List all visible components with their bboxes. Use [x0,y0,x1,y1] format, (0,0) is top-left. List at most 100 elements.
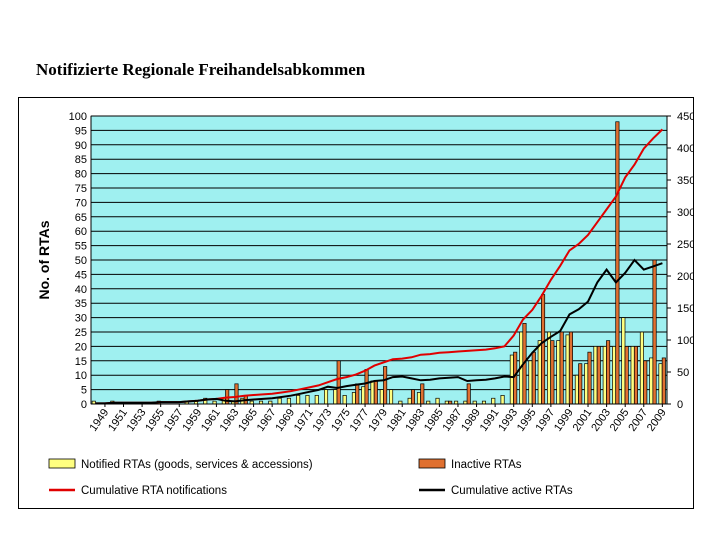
bar [633,346,638,405]
bar [649,357,654,405]
bar [556,340,561,405]
x-tick-label: 1993 [496,407,520,434]
legend-label: Inactive RTAs [451,459,522,471]
y-tick-label: 80 [75,169,87,181]
x-tick-label: 1989 [459,407,483,434]
y2-tick-label: 350 [677,175,693,187]
y-tick-label: 60 [75,226,87,238]
x-tick-label: 2003 [589,407,613,434]
x-tick-label: 1999 [552,407,576,434]
bar [652,259,657,405]
bar [612,346,617,405]
x-tick-label: 1981 [385,407,409,434]
bar [621,317,626,405]
y-tick-label: 15 [75,356,87,368]
bar [565,334,570,405]
legend-swatch [418,458,446,469]
bar [639,331,644,405]
y2-tick-label: 150 [677,303,693,315]
bar [550,340,555,405]
bar [435,397,440,405]
bar [528,360,533,405]
y2-tick-label: 200 [677,271,693,283]
y-tick-label: 25 [75,327,87,339]
bar [593,346,598,405]
y2-tick-label: 50 [677,367,689,379]
bar [407,397,412,405]
y2-tick-label: 0 [677,399,683,411]
bar [658,363,663,405]
y-tick-label: 100 [69,111,87,123]
legend-label: Notified RTAs (goods, services & accessi… [81,459,313,471]
y-tick-label: 20 [75,341,87,353]
x-tick-label: 2009 [645,407,669,434]
bar [324,389,329,405]
x-tick-label: 1961 [199,407,223,434]
x-tick-label: 1957 [162,407,186,434]
y-tick-label: 35 [75,298,87,310]
x-tick-label: 1971 [292,407,316,434]
y-tick-label: 85 [75,154,87,166]
bar [596,346,601,405]
bar [546,331,552,405]
y2-tick-label: 300 [677,207,693,219]
y2-tick-label: 100 [677,335,693,347]
y-tick-label: 10 [75,370,87,382]
bar [379,389,384,405]
x-tick-label: 1975 [329,407,353,434]
x-tick-label: 2007 [626,407,650,434]
x-tick-label: 1991 [478,407,502,434]
bar [541,294,546,405]
slide-title: Notifizierte Regionale Freihandelsabkomm… [36,60,366,79]
legend-swatch [48,458,76,469]
x-tick-label: 1969 [273,407,297,434]
bar [615,121,620,405]
bar [333,389,338,405]
bar [466,383,471,405]
x-tick-label: 1985 [422,407,446,434]
x-tick-label: 1963 [218,407,242,434]
bar [500,395,505,405]
y-tick-label: 90 [75,140,87,152]
y-tick-label: 95 [75,125,87,137]
bar [661,357,666,405]
x-tick-label: 1983 [403,407,427,434]
bar [351,392,356,405]
bar [630,346,635,405]
y-axis-label: No. of RTAs [36,220,52,299]
bar [389,389,394,405]
y-tick-label: 30 [75,313,87,325]
y-tick-label: 0 [81,399,87,411]
x-tick-label: 1949 [88,407,112,434]
bar [373,380,378,405]
legend-label: Cumulative RTA notifications [81,485,227,497]
bar [416,392,421,405]
bar [531,351,536,405]
bar [286,397,291,405]
y-tick-label: 75 [75,183,87,195]
bar [355,383,360,405]
bar [587,351,592,405]
bar [314,395,319,405]
x-tick-label: 1951 [106,407,130,434]
x-tick-label: 1987 [441,407,465,434]
bar [420,383,425,405]
bar [364,369,369,405]
bar [370,380,375,405]
bar [624,346,629,405]
y-tick-label: 50 [75,255,87,267]
bar [584,363,589,405]
x-tick-label: 1967 [255,407,279,434]
y2-tick-label: 450 [677,111,693,123]
y-tick-label: 5 [81,385,87,397]
bar [277,397,282,405]
bar [574,374,579,405]
bar [602,346,607,405]
bar [568,331,573,405]
x-tick-label: 1965 [236,407,260,434]
rta-chart: 0 5 10 15 20 25 30 35 40 45 50 55 60 65 70 75 80 85 90 95 10… [36,111,693,497]
bar [559,331,564,405]
x-tick-label: 1997 [533,407,557,434]
legend-label: Cumulative active RTAs [451,485,573,497]
x-tick-label: 1959 [180,407,204,434]
